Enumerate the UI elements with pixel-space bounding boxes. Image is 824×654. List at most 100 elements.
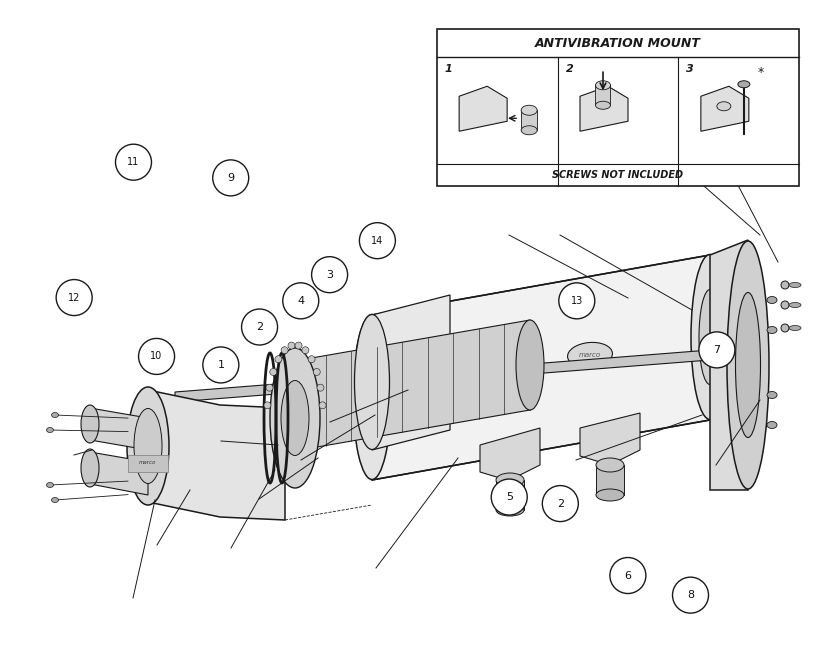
Circle shape: [610, 557, 646, 594]
Ellipse shape: [767, 392, 777, 398]
Ellipse shape: [781, 301, 789, 309]
Ellipse shape: [496, 473, 524, 487]
Circle shape: [359, 222, 396, 259]
Ellipse shape: [699, 290, 721, 385]
Ellipse shape: [727, 241, 769, 489]
Ellipse shape: [521, 126, 537, 135]
Ellipse shape: [596, 80, 611, 90]
Circle shape: [542, 485, 578, 522]
Polygon shape: [580, 413, 640, 462]
Text: 6: 6: [625, 570, 631, 581]
Ellipse shape: [521, 105, 537, 115]
Text: 9: 9: [227, 173, 234, 183]
Text: 11: 11: [128, 157, 139, 167]
Ellipse shape: [275, 356, 282, 363]
Polygon shape: [521, 111, 537, 130]
Ellipse shape: [737, 80, 750, 88]
Ellipse shape: [596, 101, 611, 109]
Ellipse shape: [717, 102, 731, 111]
Polygon shape: [175, 350, 710, 402]
Ellipse shape: [736, 292, 761, 438]
Text: SCREWS NOT INCLUDED: SCREWS NOT INCLUDED: [552, 171, 684, 181]
Ellipse shape: [317, 384, 324, 391]
Ellipse shape: [281, 381, 309, 455]
Text: 3: 3: [686, 65, 694, 75]
Ellipse shape: [767, 296, 777, 303]
Text: 8: 8: [687, 590, 694, 600]
Ellipse shape: [288, 342, 295, 349]
Ellipse shape: [319, 402, 326, 409]
Polygon shape: [596, 85, 611, 105]
Polygon shape: [580, 86, 628, 131]
Ellipse shape: [308, 356, 315, 363]
Circle shape: [311, 256, 348, 293]
Polygon shape: [496, 480, 524, 510]
Circle shape: [56, 279, 92, 316]
Circle shape: [213, 160, 249, 196]
Ellipse shape: [789, 303, 801, 307]
Text: *: *: [758, 66, 764, 79]
Ellipse shape: [596, 489, 624, 501]
Text: 2: 2: [557, 498, 564, 509]
Text: 2: 2: [565, 65, 574, 75]
Ellipse shape: [496, 504, 524, 516]
Ellipse shape: [596, 458, 624, 472]
Polygon shape: [90, 452, 148, 495]
Ellipse shape: [789, 326, 801, 330]
Text: 10: 10: [151, 351, 162, 362]
Ellipse shape: [264, 402, 271, 409]
Ellipse shape: [134, 409, 162, 483]
Polygon shape: [128, 455, 168, 472]
Ellipse shape: [789, 283, 801, 288]
Text: marco: marco: [579, 352, 601, 358]
Polygon shape: [372, 295, 450, 450]
Ellipse shape: [81, 449, 99, 487]
Text: 2: 2: [256, 322, 263, 332]
Text: 7: 7: [714, 345, 720, 355]
Text: 1: 1: [218, 360, 224, 370]
Ellipse shape: [46, 483, 54, 487]
Ellipse shape: [269, 368, 277, 375]
Ellipse shape: [313, 368, 321, 375]
Ellipse shape: [781, 324, 789, 332]
Ellipse shape: [46, 428, 54, 432]
Ellipse shape: [295, 342, 302, 349]
Bar: [437, 29, 799, 186]
Polygon shape: [300, 320, 530, 450]
Ellipse shape: [781, 281, 789, 289]
Text: 4: 4: [297, 296, 304, 306]
Circle shape: [699, 332, 735, 368]
Circle shape: [283, 283, 319, 319]
Polygon shape: [701, 86, 749, 131]
Text: 5: 5: [506, 492, 513, 502]
Circle shape: [672, 577, 709, 613]
Circle shape: [203, 347, 239, 383]
Circle shape: [559, 283, 595, 319]
Ellipse shape: [127, 387, 169, 505]
Text: ANTIVIBRATION MOUNT: ANTIVIBRATION MOUNT: [535, 37, 701, 50]
Ellipse shape: [286, 360, 314, 450]
Circle shape: [241, 309, 278, 345]
Text: 14: 14: [372, 235, 383, 246]
Ellipse shape: [767, 421, 777, 428]
Polygon shape: [372, 255, 710, 480]
Circle shape: [115, 144, 152, 181]
Polygon shape: [480, 428, 540, 478]
Polygon shape: [148, 390, 285, 520]
Ellipse shape: [266, 384, 273, 391]
Ellipse shape: [51, 498, 59, 502]
Polygon shape: [596, 465, 624, 495]
Ellipse shape: [691, 254, 729, 419]
Ellipse shape: [354, 315, 390, 449]
Ellipse shape: [302, 347, 309, 354]
Polygon shape: [459, 86, 507, 131]
Text: 3: 3: [326, 269, 333, 280]
Ellipse shape: [516, 320, 544, 410]
Polygon shape: [90, 408, 148, 450]
Ellipse shape: [353, 315, 391, 479]
Ellipse shape: [281, 347, 288, 354]
Text: 1: 1: [445, 65, 452, 75]
Ellipse shape: [270, 348, 320, 488]
Text: 13: 13: [571, 296, 583, 306]
Text: marco: marco: [139, 460, 157, 466]
